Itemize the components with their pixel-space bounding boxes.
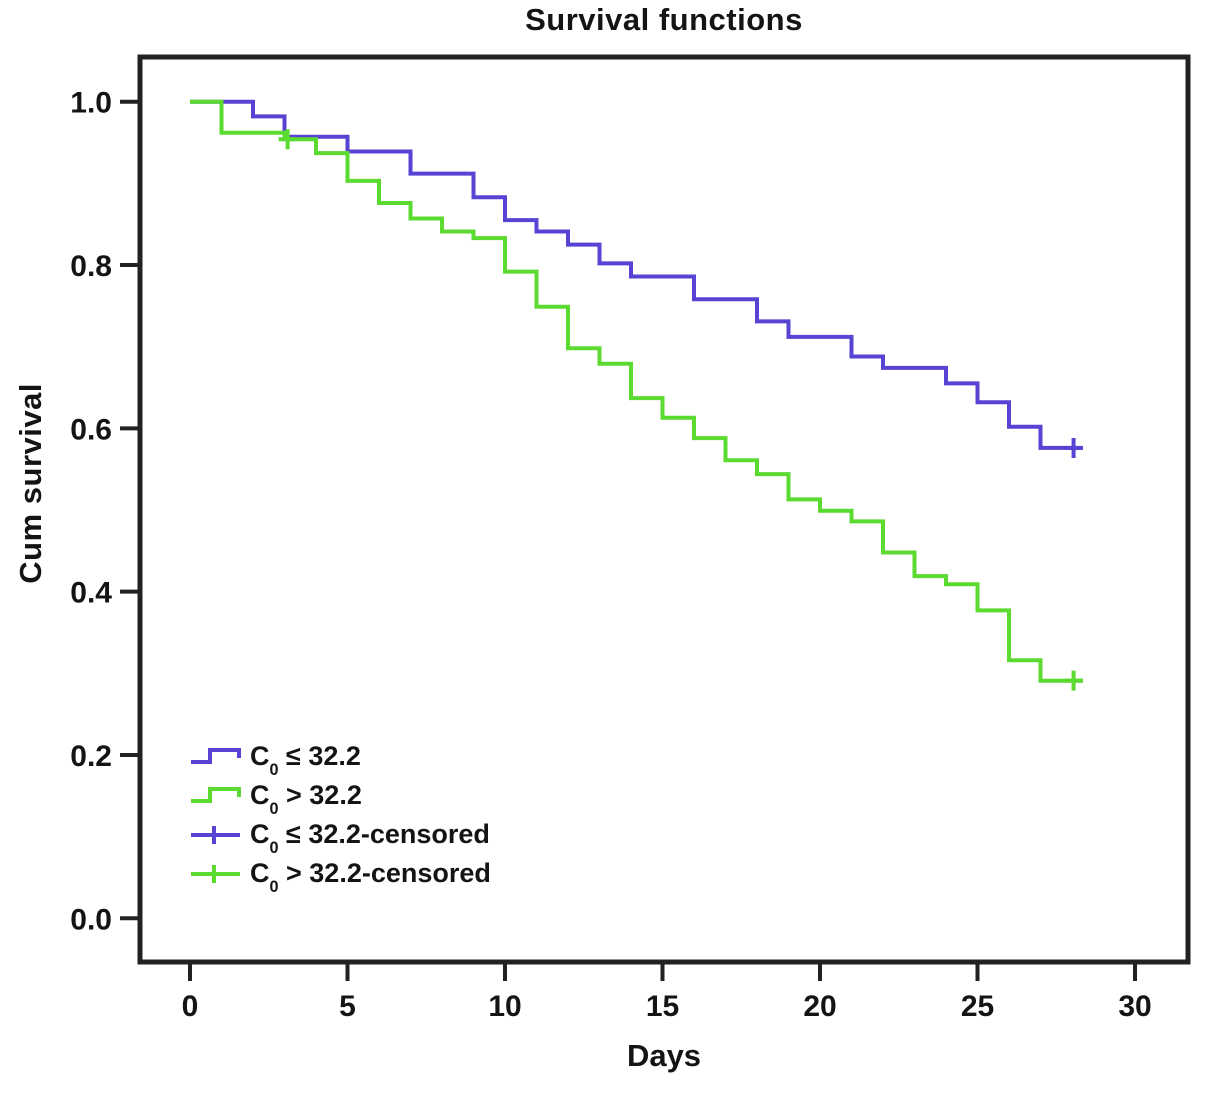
x-tick-label: 0 <box>182 990 199 1023</box>
chart-title: Survival functions <box>525 2 803 37</box>
survival-step-line-le_group <box>190 99 1083 450</box>
censored-plus-icon <box>191 864 240 883</box>
legend-label-gt-censored: C0 > 32.2-censored <box>250 858 491 897</box>
censored-plus-icon <box>191 825 240 844</box>
step-line-icon <box>191 786 241 803</box>
legend-label-gt: C0 > 32.2 <box>250 780 362 819</box>
legend-item-gt-censored: C0 > 32.2-censored <box>190 854 491 897</box>
x-tick-label: 15 <box>646 990 679 1023</box>
y-tick-label: 0.2 <box>70 740 112 773</box>
legend-label-le-censored: C0 ≤ 32.2-censored <box>250 819 490 858</box>
y-tick-label: 1.0 <box>70 87 112 120</box>
legend-label-le: C0 ≤ 32.2 <box>250 741 361 780</box>
x-tick-label: 5 <box>339 990 356 1023</box>
legend-item-le-curve: C0 ≤ 32.2 <box>190 737 491 780</box>
legend-item-gt-curve: C0 > 32.2 <box>190 776 491 819</box>
y-tick-label: 0.8 <box>70 250 112 283</box>
y-tick-label: 0.6 <box>70 413 112 446</box>
censored-mark-gt_group <box>1064 670 1083 691</box>
legend: C0 ≤ 32.2 C0 > 32.2 C0 ≤ 32.2-censored C… <box>190 737 491 897</box>
y-axis-title: Cum survival <box>13 383 48 584</box>
censored-mark-gt_group <box>278 129 297 150</box>
survival-step-line-gt_group <box>190 99 1083 683</box>
x-tick-label: 25 <box>961 990 994 1023</box>
x-tick-label: 10 <box>488 990 521 1023</box>
x-tick-label: 30 <box>1118 990 1151 1023</box>
y-tick-label: 0.4 <box>70 577 112 610</box>
step-line-icon <box>191 747 241 764</box>
legend-item-le-censored: C0 ≤ 32.2-censored <box>190 815 491 858</box>
x-axis-title: Days <box>626 1038 702 1073</box>
censored-mark-le_group <box>1064 437 1083 458</box>
y-tick-label: 0.0 <box>70 903 112 936</box>
x-tick-label: 20 <box>803 990 836 1023</box>
